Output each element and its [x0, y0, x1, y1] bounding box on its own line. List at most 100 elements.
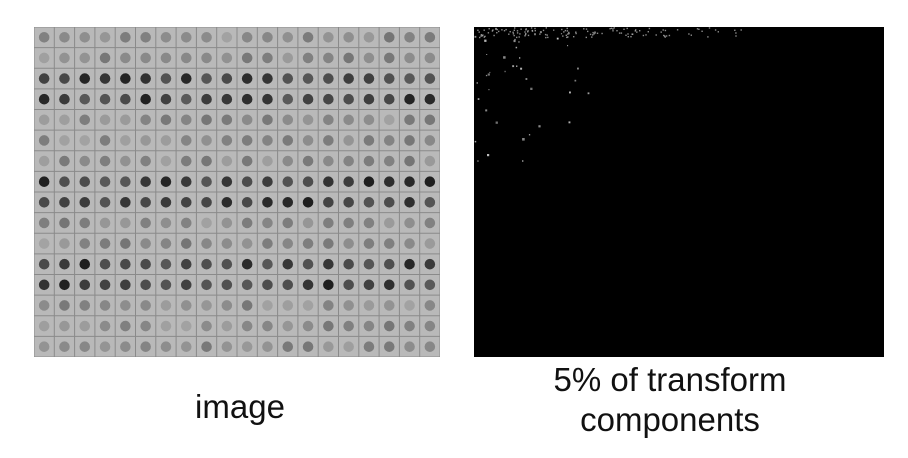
well-dot: [262, 341, 273, 352]
well-dot: [363, 155, 375, 167]
well-dot: [59, 73, 70, 84]
well-dot: [160, 114, 172, 126]
well-dot: [404, 300, 415, 311]
well-dot: [160, 320, 172, 332]
well-dot: [343, 32, 354, 43]
well-dot: [424, 341, 436, 352]
well-dot: [424, 279, 436, 291]
well-dot: [424, 176, 436, 187]
well-dot: [38, 135, 50, 146]
well-dot: [343, 300, 354, 311]
well-dot: [363, 32, 375, 43]
well-dot: [363, 217, 375, 229]
well-dot: [99, 73, 111, 84]
well-dot: [140, 258, 151, 270]
well-dot: [201, 238, 212, 249]
well-dot: [99, 135, 111, 146]
well-dot: [180, 32, 192, 43]
well-dot: [120, 258, 131, 270]
well-dot: [241, 93, 253, 105]
well-dot: [262, 52, 273, 64]
well-dot: [140, 32, 151, 43]
well-dot: [363, 279, 375, 291]
well-dot: [241, 320, 253, 332]
well-dot: [38, 93, 50, 105]
well-dot: [201, 32, 212, 43]
well-dot: [120, 52, 131, 64]
image-caption: image: [195, 388, 285, 425]
well-dot: [140, 197, 151, 208]
well-dot: [282, 238, 294, 249]
well-dot: [282, 135, 294, 146]
well-dot: [241, 279, 253, 291]
well-dot: [201, 93, 212, 105]
well-dot: [120, 300, 131, 311]
well-dot: [262, 73, 273, 84]
well-dot: [241, 135, 253, 146]
well-dot: [302, 73, 314, 84]
well-dot: [59, 176, 70, 187]
well-dot: [38, 114, 50, 126]
well-dot: [343, 73, 354, 84]
well-dot: [201, 73, 212, 84]
well-dot: [221, 73, 233, 84]
well-dot: [262, 32, 273, 43]
well-dot: [363, 258, 375, 270]
well-dot: [343, 93, 354, 105]
well-dot: [38, 155, 50, 167]
well-dot: [38, 238, 50, 249]
well-dot: [221, 176, 233, 187]
well-dot: [79, 300, 91, 311]
well-dot: [363, 176, 375, 187]
well-dot: [59, 135, 70, 146]
well-dot: [160, 279, 172, 291]
well-dot: [180, 300, 192, 311]
well-dot: [383, 73, 395, 84]
transform-image-panel: [474, 27, 884, 357]
well-dot: [59, 258, 70, 270]
well-dot: [302, 93, 314, 105]
well-dot: [323, 52, 334, 64]
well-dot: [404, 238, 415, 249]
well-dot: [140, 341, 151, 352]
well-dot: [404, 176, 415, 187]
well-dot: [180, 135, 192, 146]
well-dot: [99, 320, 111, 332]
well-dot: [262, 217, 273, 229]
well-dot: [140, 73, 151, 84]
well-dot: [282, 32, 294, 43]
well-dot: [120, 32, 131, 43]
well-dot: [38, 300, 50, 311]
well-dot: [120, 176, 131, 187]
well-dot: [120, 341, 131, 352]
well-dot: [262, 197, 273, 208]
well-dot: [120, 155, 131, 167]
well-dot: [424, 73, 436, 84]
well-dot: [180, 114, 192, 126]
well-dot: [79, 320, 91, 332]
well-dot: [38, 320, 50, 332]
well-dot: [262, 238, 273, 249]
well-dot: [201, 197, 212, 208]
well-dot: [262, 155, 273, 167]
well-dot: [180, 73, 192, 84]
well-dot: [38, 279, 50, 291]
well-dot: [79, 279, 91, 291]
well-dot: [160, 93, 172, 105]
well-dot: [180, 217, 192, 229]
well-dot: [99, 52, 111, 64]
well-dot: [241, 73, 253, 84]
well-dot: [363, 197, 375, 208]
well-dot: [383, 135, 395, 146]
well-dot: [241, 238, 253, 249]
well-dot: [363, 320, 375, 332]
well-dot: [323, 197, 334, 208]
well-dot: [383, 176, 395, 187]
well-dot: [221, 32, 233, 43]
well-dot: [363, 300, 375, 311]
well-dot: [160, 300, 172, 311]
well-dot: [282, 155, 294, 167]
well-dot: [363, 114, 375, 126]
well-dot: [282, 197, 294, 208]
well-dot: [262, 93, 273, 105]
